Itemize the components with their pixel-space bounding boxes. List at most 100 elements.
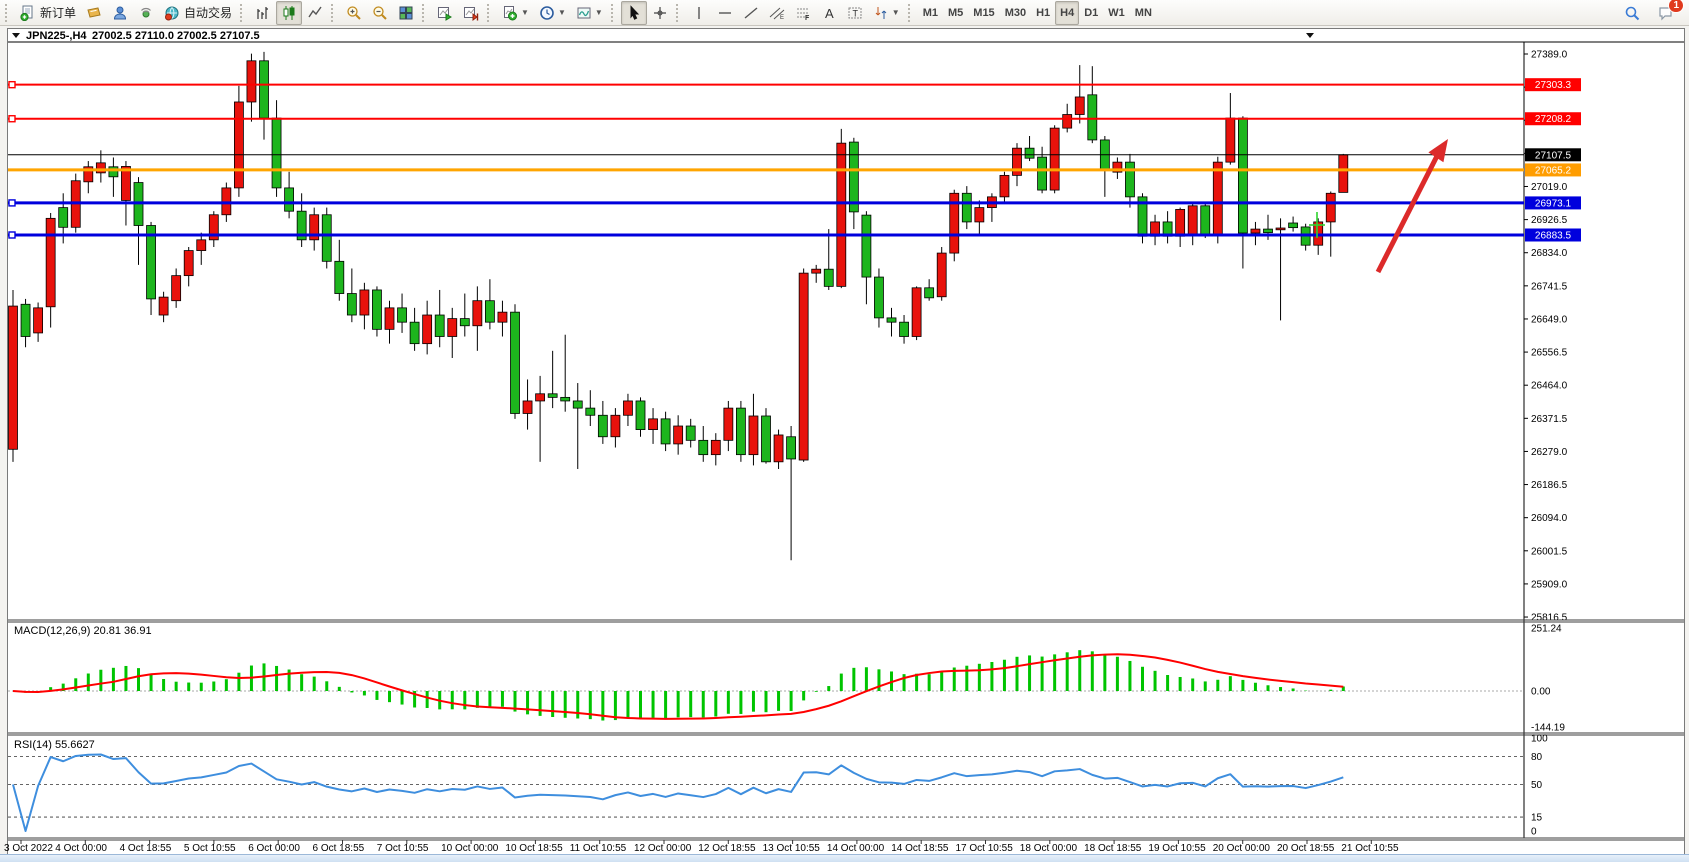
candle-body <box>1263 228 1273 234</box>
candle <box>748 393 759 466</box>
fibonacci-button[interactable]: F <box>790 1 816 25</box>
line-chart-button[interactable] <box>302 1 328 25</box>
label-button[interactable]: T <box>842 1 868 25</box>
candle <box>1112 157 1123 179</box>
candle <box>861 211 872 305</box>
text-button[interactable]: A <box>816 1 842 25</box>
candle-body <box>196 239 207 251</box>
tf-m30-button[interactable]: M30 <box>1000 1 1031 25</box>
toolbar-grip <box>907 3 915 22</box>
candle-body <box>221 187 232 216</box>
chart-window-button[interactable] <box>81 1 107 25</box>
bar-chart-button[interactable] <box>250 1 276 25</box>
candle-body <box>1175 208 1186 237</box>
chart-symbol-title: JPN225-,H4 <box>26 30 87 42</box>
support-line-upper-handle[interactable] <box>8 199 16 207</box>
chart-shift-button[interactable] <box>458 1 484 25</box>
candle-body <box>472 300 483 327</box>
dropdown-caret-icon[interactable]: ▼ <box>557 8 566 17</box>
candle <box>874 268 884 328</box>
date-tick-label: 3 Oct 2022 <box>4 843 53 854</box>
candle <box>95 150 106 183</box>
chart-menu-caret-icon[interactable] <box>1306 33 1314 38</box>
periods-button[interactable]: ▼ <box>534 1 571 25</box>
timeframe-label: M15 <box>973 6 995 19</box>
candle-body <box>547 393 558 398</box>
trendline-button[interactable] <box>738 1 764 25</box>
candle-body <box>522 400 533 414</box>
pivot-line-orange-price-badge-label: 27065.2 <box>1535 165 1572 176</box>
symbol-dropdown-icon[interactable] <box>12 33 20 38</box>
tf-w1-button[interactable]: W1 <box>1103 1 1130 25</box>
candle <box>585 390 596 427</box>
candle <box>623 393 633 427</box>
crosshair-button[interactable] <box>647 1 673 25</box>
candle <box>484 279 495 330</box>
tf-m15-button[interactable]: M15 <box>968 1 999 25</box>
search-button[interactable] <box>1619 1 1645 25</box>
candle <box>723 400 734 452</box>
vline-button[interactable] <box>686 1 712 25</box>
shapes-button[interactable]: ▼ <box>868 1 905 25</box>
timeframe-label: MN <box>1134 6 1152 19</box>
rsi-label: RSI(14) 55.6627 <box>14 739 95 751</box>
tf-m5-button[interactable]: M5 <box>943 1 968 25</box>
tile-windows-button[interactable] <box>393 1 419 25</box>
tf-h4-button[interactable]: H4 <box>1055 0 1080 25</box>
candle-chart-button[interactable] <box>276 0 303 25</box>
signals-button[interactable] <box>133 1 159 25</box>
trend-arrow-shaft <box>1375 154 1440 274</box>
trend-arrow-annotation[interactable] <box>1375 139 1448 274</box>
template-icon <box>577 7 591 18</box>
profile-button[interactable] <box>107 1 133 25</box>
dropdown-caret-icon[interactable]: ▼ <box>594 8 603 17</box>
candle <box>999 171 1010 205</box>
tf-d1-button[interactable]: D1 <box>1079 1 1103 25</box>
toolbar-grip <box>487 3 494 22</box>
tf-h1-button[interactable]: H1 <box>1031 1 1055 25</box>
hline-button[interactable] <box>712 1 738 25</box>
macd-axis-label: 251.24 <box>1531 624 1562 635</box>
candle-body <box>497 311 508 323</box>
date-axis[interactable]: 3 Oct 2022 4 Oct 00:00 4 Oct 18:55 5 Oct 10… <box>4 840 1399 854</box>
rsi-line <box>12 753 1344 832</box>
candle-body <box>422 314 433 345</box>
candle <box>183 246 194 287</box>
chart-window[interactable]: JPN225-,H4 27002.5 27110.0 27002.5 27107.… <box>0 27 1689 855</box>
chart-shift-icon <box>464 6 479 21</box>
candle-body <box>20 303 31 337</box>
candle <box>949 189 960 262</box>
auto-scroll-button[interactable] <box>432 1 458 25</box>
toolbar-button-label: 新订单 <box>40 6 77 20</box>
signal-icon <box>141 7 151 17</box>
candle-body <box>1049 127 1060 191</box>
resistance-line-lower-handle[interactable] <box>8 115 16 123</box>
notifications-button[interactable]: 1 <box>1653 0 1684 25</box>
autotrading-button[interactable]: 自动交易 <box>159 1 237 25</box>
candle-body <box>108 166 119 178</box>
rsi-panel[interactable]: RSI(14) 55.6627 100 80 50 15 0 <box>8 734 1548 838</box>
zoom-out-button[interactable] <box>367 1 393 25</box>
new-order-button[interactable]: 新订单 <box>15 1 81 25</box>
cursor-button[interactable] <box>620 0 647 25</box>
templates-button[interactable]: ▼ <box>571 1 608 25</box>
macd-panel[interactable]: MACD(12,26,9) 20.81 36.91 251.24 0.00 -144.… <box>8 624 1565 734</box>
macd-label: MACD(12,26,9) 20.81 36.91 <box>14 625 152 637</box>
date-tick-label: 20 Oct 00:00 <box>1213 843 1271 854</box>
candle-body <box>372 289 382 330</box>
resistance-line-upper-handle[interactable] <box>8 80 16 89</box>
tf-m1-button[interactable]: M1 <box>918 1 943 25</box>
candle <box>208 211 219 247</box>
candle-body <box>823 268 834 287</box>
zoom-in-button[interactable] <box>341 1 367 25</box>
dropdown-caret-icon[interactable]: ▼ <box>521 8 529 17</box>
indicators-button[interactable]: ▼ <box>497 1 534 25</box>
support-line-lower-handle[interactable] <box>8 231 16 239</box>
tf-mn-button[interactable]: MN <box>1130 1 1157 25</box>
channel-button[interactable]: E <box>764 1 790 25</box>
candle-body <box>848 141 859 213</box>
price-tick-label: 26094.0 <box>1531 513 1568 524</box>
cross-marker-annotation[interactable] <box>1309 212 1325 238</box>
dropdown-caret-icon[interactable]: ▼ <box>891 8 900 17</box>
candle-body <box>95 162 106 174</box>
